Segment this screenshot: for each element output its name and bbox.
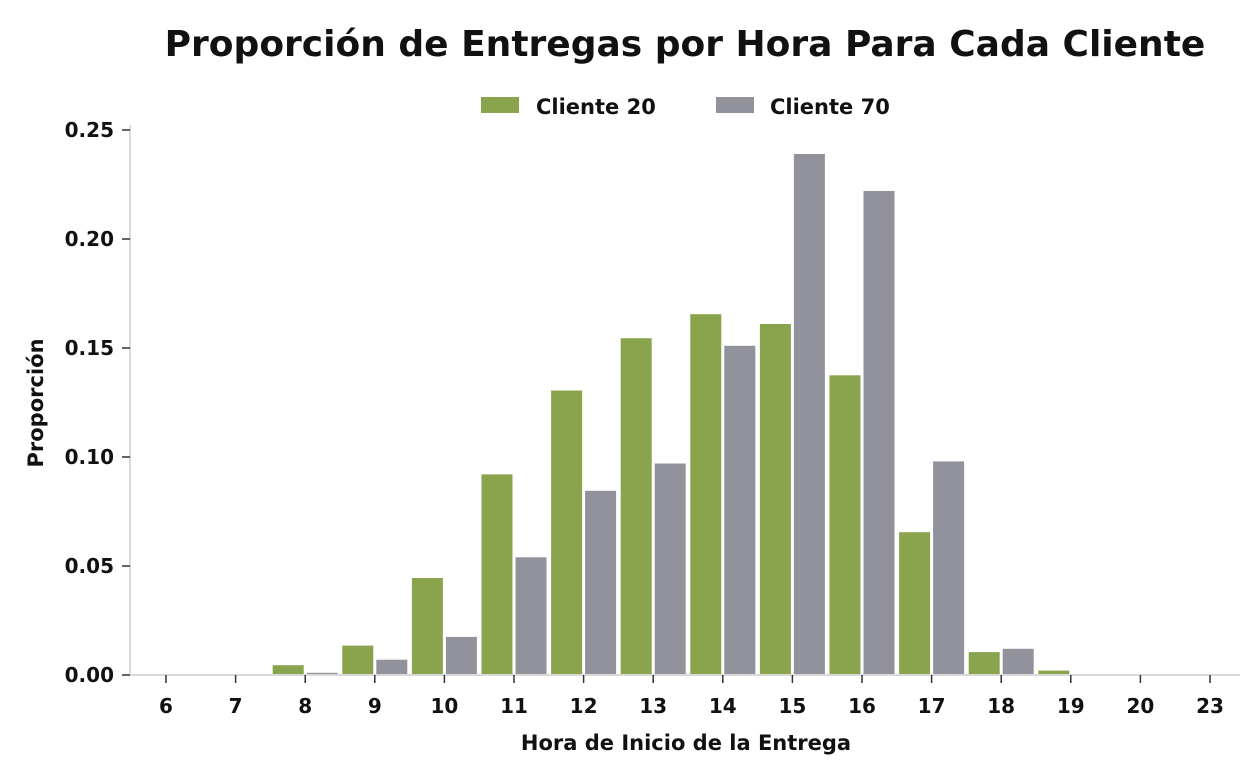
bar-cliente-20-hour-8 [272, 665, 304, 675]
legend-swatch-cliente-20 [481, 97, 519, 113]
bar-cliente-20-hour-10 [411, 578, 443, 675]
bar-cliente-70-hour-8 [306, 672, 338, 675]
bars [272, 154, 1070, 676]
bar-cliente-20-hour-18 [968, 652, 1000, 675]
bar-cliente-20-hour-9 [342, 645, 374, 675]
bar-cliente-70-hour-11 [515, 557, 547, 675]
x-tick-label: 19 [1057, 694, 1085, 718]
x-tick-label: 18 [987, 694, 1015, 718]
x-tick-label: 6 [159, 694, 173, 718]
bar-cliente-70-hour-16 [863, 191, 895, 675]
bar-cliente-20-hour-12 [551, 390, 583, 675]
x-tick-label: 8 [298, 694, 312, 718]
y-axis-label: Proporción [24, 338, 48, 467]
bar-cliente-20-hour-11 [481, 474, 513, 675]
y-tick-label: 0.25 [65, 118, 114, 142]
bar-cliente-70-hour-10 [445, 636, 477, 675]
y-tick-label: 0.20 [65, 227, 114, 251]
x-tick-label: 17 [918, 694, 946, 718]
x-axis-label: Hora de Inicio de la Entrega [521, 731, 851, 755]
legend-swatch-cliente-70 [716, 97, 754, 113]
x-ticks: 6 7 8 9 10 11 12 13 14 15 16 17 18 19 20 23 [159, 675, 1224, 718]
bar-cliente-20-hour-15 [759, 324, 791, 675]
bar-cliente-20-hour-19 [1038, 670, 1070, 675]
x-tick-label: 20 [1126, 694, 1154, 718]
y-tick-label: 0.00 [65, 663, 114, 687]
y-tick-label: 0.15 [65, 336, 114, 360]
x-tick-label: 9 [368, 694, 382, 718]
x-tick-label: 12 [570, 694, 598, 718]
x-tick-label: 10 [430, 694, 458, 718]
x-tick-label: 16 [848, 694, 876, 718]
bar-cliente-70-hour-12 [585, 490, 617, 675]
bar-cliente-70-hour-14 [724, 345, 756, 675]
bar-cliente-70-hour-18 [1002, 648, 1034, 675]
x-tick-label: 23 [1196, 694, 1224, 718]
y-tick-label: 0.10 [65, 445, 114, 469]
bar-cliente-70-hour-9 [376, 659, 408, 675]
x-tick-label: 15 [778, 694, 806, 718]
bar-cliente-20-hour-14 [690, 314, 722, 675]
bar-cliente-70-hour-13 [654, 463, 686, 675]
x-tick-label: 13 [639, 694, 667, 718]
y-ticks: 0.00 0.05 0.10 0.15 0.20 0.25 [65, 118, 130, 687]
legend: Cliente 20 Cliente 70 [481, 95, 890, 119]
bar-cliente-20-hour-13 [620, 338, 652, 675]
bar-cliente-20-hour-17 [899, 532, 931, 675]
legend-label-cliente-20: Cliente 20 [536, 95, 656, 119]
bar-cliente-70-hour-15 [793, 154, 825, 675]
bar-cliente-20-hour-16 [829, 375, 861, 676]
x-tick-label: 7 [229, 694, 243, 718]
bar-cliente-70-hour-17 [933, 461, 965, 675]
chart-title: Proporción de Entregas por Hora Para Cad… [165, 24, 1206, 65]
legend-label-cliente-70: Cliente 70 [770, 95, 890, 119]
y-tick-label: 0.05 [65, 554, 114, 578]
x-tick-label: 11 [500, 694, 528, 718]
x-tick-label: 14 [709, 694, 737, 718]
plot-area: 0.00 0.05 0.10 0.15 0.20 0.25 6 7 8 9 10 11 12 13 14 1… [65, 118, 1240, 718]
